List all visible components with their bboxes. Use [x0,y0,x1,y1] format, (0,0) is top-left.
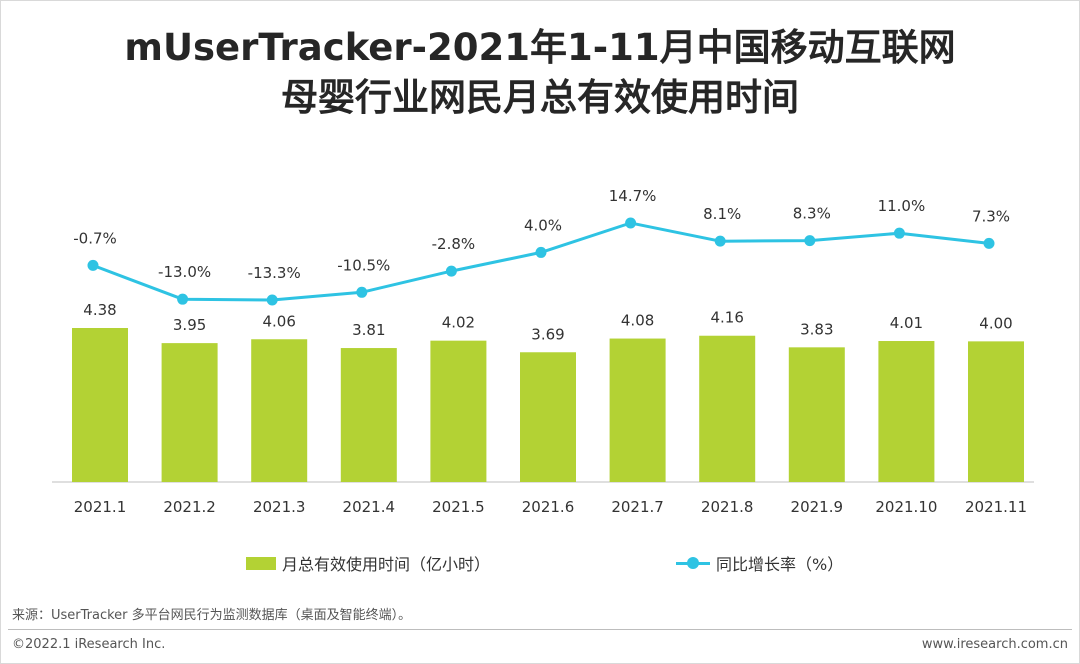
growth-rate-point [445,265,457,277]
source-note: 来源：UserTracker 多平台网民行为监测数据库（桌面及智能终端）。 [12,608,412,623]
website-link[interactable]: www.iresearch.com.cn [921,637,1068,652]
chart-title-line-2: 母婴行业网民月总有效使用时间 [281,76,799,119]
bar-value-label: 4.16 [710,309,743,327]
growth-rate-point [356,286,368,298]
x-tick-label: 2021.4 [343,498,396,516]
chart-title-line-1: mUserTracker-2021年1-11月中国移动互联网 [124,26,956,69]
legend-bar-label: 月总有效使用时间（亿小时） [282,555,491,574]
bar-value-label: 4.08 [621,312,654,330]
growth-rate-point [625,217,637,229]
growth-rate-label: 8.3% [793,205,831,223]
legend-bar-swatch [246,556,276,570]
growth-rate-label: -13.0% [158,263,211,281]
bar-2021.1 [72,328,128,482]
bar-2021.10 [878,341,935,482]
growth-rate-point [714,235,726,247]
x-tick-label: 2021.6 [522,498,575,516]
bar-value-label: 4.01 [890,314,923,332]
growth-rate-label: 4.0% [524,216,562,234]
bar-2021.3 [251,339,308,482]
x-tick-label: 2021.11 [965,498,1027,516]
growth-rate-point [983,237,995,249]
legend-item-bar: 月总有效使用时间（亿小时） [246,551,490,575]
growth-rate-point [804,235,816,247]
bar-2021.6 [520,352,576,482]
bar-value-label: 4.02 [442,314,475,332]
legend-line-label: 同比增长率（%） [716,555,844,574]
growth-rate-label: -10.5% [337,256,390,274]
x-tick-label: 2021.8 [701,498,754,516]
legend-line-swatch [676,556,710,570]
bar-value-label: 4.00 [979,314,1012,332]
copyright-text: ©2022.1 iResearch Inc. [12,637,166,652]
bar-value-label: 3.95 [173,316,206,334]
bar-value-label: 3.69 [531,325,564,343]
footer-divider [8,629,1072,630]
x-tick-label: 2021.9 [791,498,844,516]
bar-2021.9 [788,347,845,482]
growth-rate-label: -0.7% [73,229,117,247]
legend-item-line: 同比增长率（%） [676,551,843,575]
growth-rate-label: 14.7% [609,187,657,205]
growth-rate-label: -2.8% [432,235,476,253]
growth-rate-label: 11.0% [878,197,926,215]
growth-rate-label: 7.3% [972,207,1010,225]
growth-rate-label: -13.3% [248,264,301,282]
bar-value-label: 3.83 [800,320,833,338]
growth-rate-point [87,259,99,271]
x-tick-label: 2021.7 [611,498,664,516]
x-tick-label: 2021.1 [74,498,127,516]
x-tick-label: 2021.2 [163,498,216,516]
bar-2021.7 [609,338,666,482]
growth-rate-point [266,294,278,306]
bar-2021.11 [968,341,1024,482]
x-tick-label: 2021.3 [253,498,306,516]
x-tick-label: 2021.5 [432,498,485,516]
bar-value-label: 4.38 [83,301,116,319]
bar-value-label: 3.81 [352,321,385,339]
bar-2021.8 [699,335,756,482]
x-tick-label: 2021.10 [875,498,937,516]
growth-rate-point [177,293,189,305]
growth-rate-point [535,246,547,258]
bar-2021.4 [340,348,397,482]
bar-2021.5 [430,340,487,482]
bar-value-label: 4.06 [262,312,295,330]
bar-2021.2 [161,343,218,482]
growth-rate-point [893,227,905,239]
growth-rate-label: 8.1% [703,205,741,223]
growth-rate-line [92,221,990,302]
